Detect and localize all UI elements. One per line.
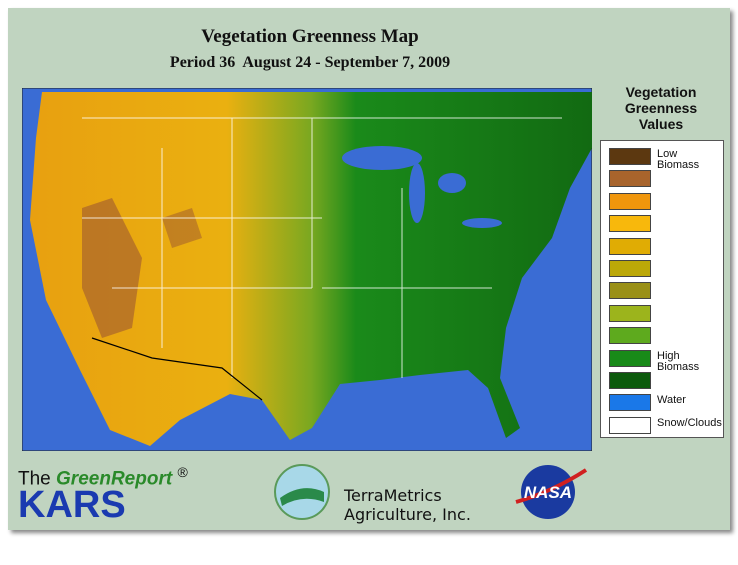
legend-label: Water [657, 394, 686, 407]
lake [462, 218, 502, 228]
brand-prefix: The [18, 468, 51, 490]
kars: KARS [18, 484, 126, 526]
legend-swatch [609, 260, 651, 277]
map-title: Vegetation Greenness Map [201, 26, 419, 47]
lake [438, 173, 466, 193]
legend-item: Snow/Clouds [609, 415, 722, 437]
legend-item [609, 303, 719, 325]
legend-swatch [609, 192, 651, 210]
legend-item [609, 370, 719, 392]
legend-swatch [609, 372, 651, 389]
lake [409, 163, 425, 223]
legend-swatch [609, 327, 651, 345]
legend-item: Low Biomass [609, 146, 719, 171]
legend-label: Low Biomass [657, 148, 700, 171]
legend-swatch [609, 349, 651, 367]
brand: The GreenReport ® [18, 464, 188, 490]
legend-swatch [609, 416, 651, 434]
registered: ® [177, 464, 188, 480]
legend-swatch [609, 170, 651, 188]
legend-swatch [609, 304, 651, 322]
partner-name: TerraMetrics [344, 486, 442, 505]
arid-region [82, 198, 142, 338]
partner: TerraMetrics Agriculture, Inc. [344, 486, 471, 524]
legend-swatch [609, 282, 651, 300]
legend-swatch [609, 215, 651, 233]
legend-item: High Biomass [609, 348, 719, 373]
legend-item [609, 280, 719, 302]
map-subtitle: Period 36 August 24 - September 7, 2009 [169, 54, 451, 71]
nasa-text: NASA [524, 483, 572, 502]
legend-swatch [609, 148, 651, 165]
legend-label: High Biomass [657, 349, 700, 373]
legend-item [609, 213, 719, 235]
map [22, 88, 592, 451]
legend-item: Water [609, 392, 719, 414]
nasa-logo: NASA [515, 465, 588, 519]
legend-item [609, 236, 719, 258]
lake [342, 146, 422, 170]
legend: Low Biomass High Biomass Water Snow/Clouds [600, 140, 724, 438]
terrametrics-logo [274, 464, 330, 520]
legend-swatch [609, 394, 651, 412]
legend-item [609, 168, 719, 190]
state-borders [82, 117, 562, 378]
legend-item [609, 325, 719, 347]
legend-item [609, 258, 719, 280]
legend-label: Snow/Clouds [657, 416, 722, 429]
legend-swatch [609, 237, 651, 255]
legend-title: Vegetation Greenness Values [624, 84, 698, 132]
legend-item [609, 191, 719, 213]
brand-name: GreenReport [56, 468, 173, 490]
border [91, 337, 263, 401]
partner-sub: Agriculture, Inc. [344, 505, 471, 524]
